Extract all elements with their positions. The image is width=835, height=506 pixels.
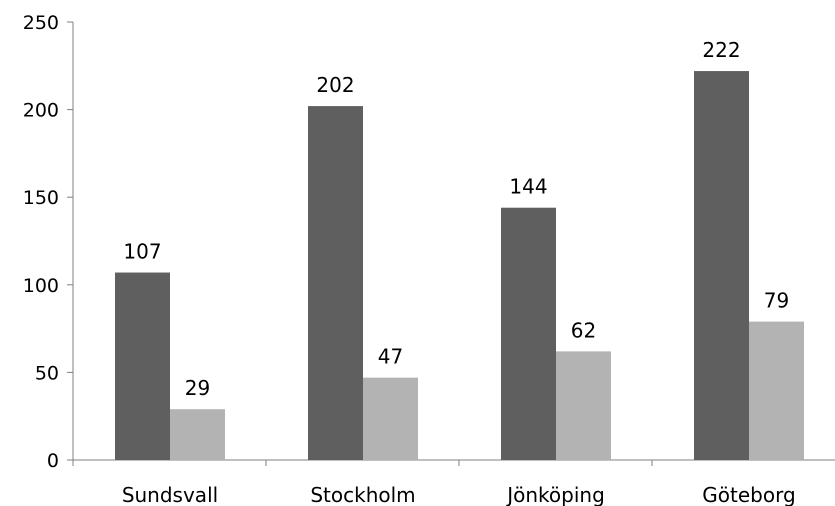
data-label: 79 bbox=[764, 289, 789, 313]
y-tick-label: 150 bbox=[23, 187, 59, 209]
bar bbox=[115, 272, 170, 460]
y-tick-label: 100 bbox=[23, 275, 59, 297]
bar bbox=[694, 71, 749, 460]
bar bbox=[749, 321, 804, 460]
bar bbox=[556, 351, 611, 460]
x-tick-label: Jönköping bbox=[505, 483, 605, 506]
bar bbox=[170, 409, 225, 460]
y-tick-label: 250 bbox=[23, 12, 59, 34]
bars bbox=[115, 71, 804, 460]
x-tick-label: Stockholm bbox=[310, 483, 415, 506]
data-label: 29 bbox=[185, 376, 210, 400]
data-label: 144 bbox=[509, 175, 547, 199]
data-label: 202 bbox=[316, 73, 354, 97]
bar bbox=[363, 377, 418, 460]
data-label: 222 bbox=[702, 38, 740, 62]
y-tick-label: 0 bbox=[47, 450, 59, 472]
data-label: 62 bbox=[571, 318, 596, 342]
y-tick-label: 200 bbox=[23, 100, 59, 122]
data-label: 47 bbox=[378, 345, 403, 369]
bar bbox=[501, 207, 556, 460]
x-tick-label: Sundsvall bbox=[122, 483, 218, 506]
y-tick-label: 50 bbox=[35, 362, 59, 384]
bar bbox=[308, 106, 363, 460]
labels: 107 29 Sundsvall 202 47 Stockholm 144 62 Jönköpi… bbox=[122, 38, 796, 506]
data-label: 107 bbox=[123, 240, 161, 264]
x-tick-label: Göteborg bbox=[702, 483, 795, 506]
